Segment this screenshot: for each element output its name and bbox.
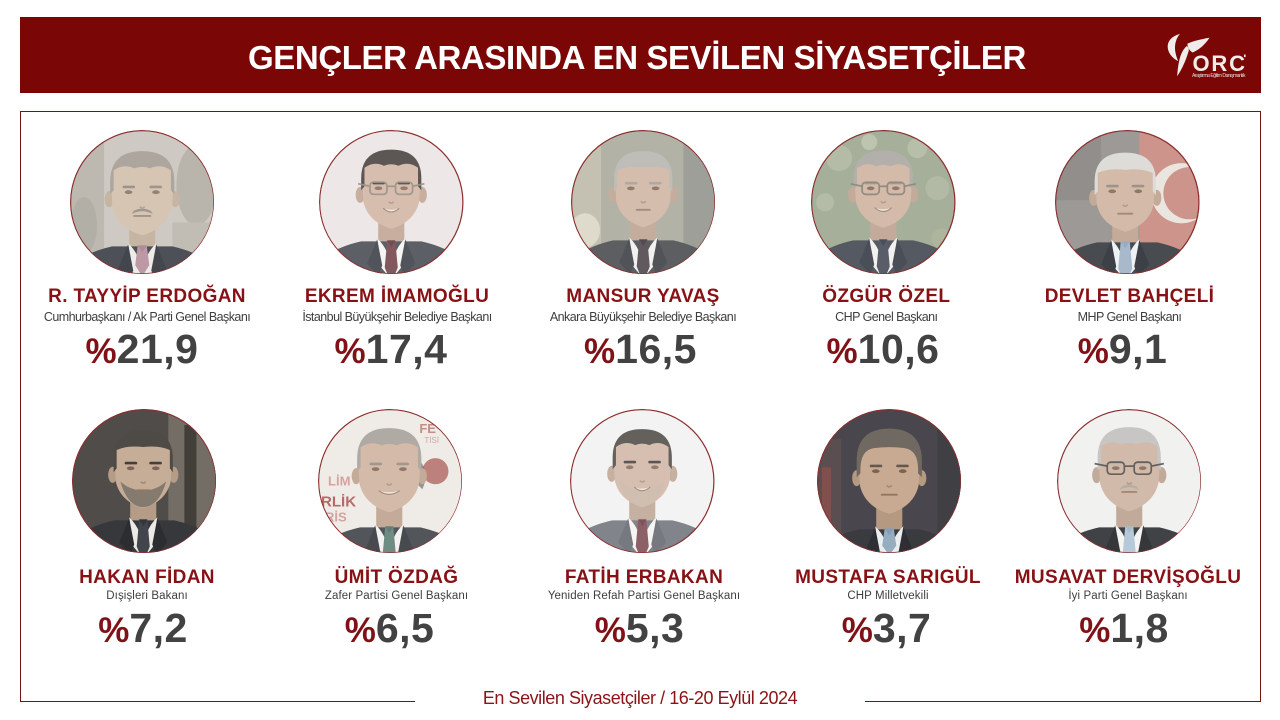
svg-text:ORC: ORC bbox=[1193, 51, 1246, 76]
svg-text:RLİK: RLİK bbox=[321, 493, 356, 510]
svg-text:TİSİ: TİSİ bbox=[424, 436, 439, 445]
svg-text:LİM: LİM bbox=[328, 473, 350, 488]
svg-text:Araştırma Eğitim Danışmanlık: Araştırma Eğitim Danışmanlık bbox=[1192, 73, 1246, 79]
svg-text:FE: FE bbox=[419, 421, 436, 436]
